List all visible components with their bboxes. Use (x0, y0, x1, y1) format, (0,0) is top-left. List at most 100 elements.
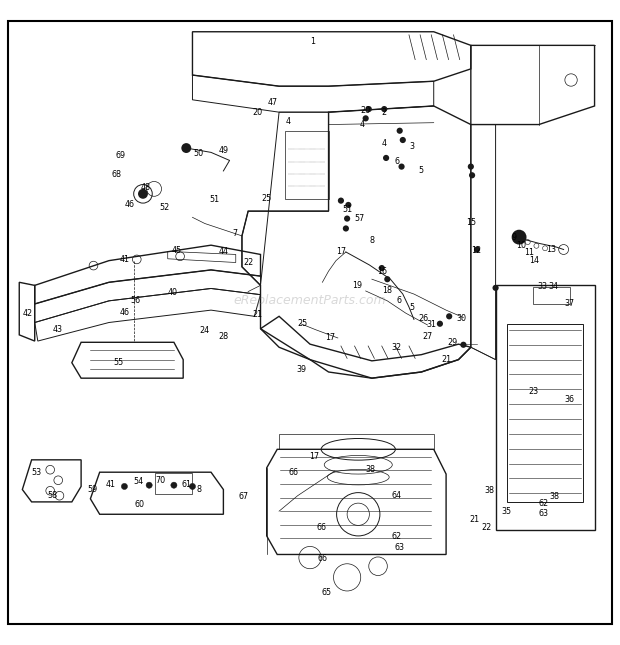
Text: 13: 13 (546, 245, 556, 254)
Text: 16: 16 (378, 267, 388, 276)
Circle shape (138, 189, 148, 199)
Text: 23: 23 (529, 387, 539, 396)
Text: 8: 8 (370, 235, 374, 244)
Circle shape (366, 106, 372, 112)
Text: 61: 61 (181, 480, 192, 489)
Circle shape (344, 215, 350, 222)
Text: 29: 29 (447, 338, 458, 347)
Text: 6: 6 (394, 157, 399, 166)
Circle shape (379, 265, 385, 271)
Circle shape (345, 202, 352, 208)
Text: 22: 22 (243, 258, 253, 267)
Text: 4: 4 (382, 139, 387, 148)
Circle shape (384, 276, 391, 283)
Text: 67: 67 (239, 492, 249, 501)
Text: 21: 21 (469, 515, 480, 524)
Text: 26: 26 (418, 314, 429, 323)
Text: 25: 25 (262, 194, 272, 203)
Circle shape (383, 155, 389, 161)
Text: 21: 21 (252, 310, 262, 319)
Text: 2: 2 (382, 108, 387, 117)
Text: 28: 28 (218, 332, 228, 341)
Text: 36: 36 (565, 395, 575, 404)
Text: 18: 18 (383, 286, 392, 295)
Text: 66: 66 (316, 523, 326, 532)
Text: 63: 63 (395, 543, 405, 552)
Text: 34: 34 (548, 282, 558, 291)
Text: 38: 38 (484, 486, 494, 495)
Circle shape (381, 106, 388, 112)
Text: 46: 46 (125, 201, 135, 210)
Text: 60: 60 (135, 501, 145, 510)
Text: 52: 52 (159, 203, 170, 212)
Text: eReplacementParts.com: eReplacementParts.com (234, 294, 386, 308)
Text: 4: 4 (286, 117, 291, 126)
Circle shape (181, 143, 191, 153)
Text: 55: 55 (113, 357, 123, 366)
Text: 19: 19 (353, 281, 363, 290)
Text: 49: 49 (218, 146, 228, 155)
Text: 20: 20 (252, 108, 262, 117)
Circle shape (492, 284, 498, 291)
Text: 20: 20 (361, 106, 371, 115)
Text: 56: 56 (130, 295, 141, 304)
Circle shape (512, 230, 526, 244)
Text: 37: 37 (565, 299, 575, 308)
Text: 65: 65 (322, 588, 332, 597)
Circle shape (437, 321, 443, 327)
Text: 45: 45 (172, 246, 182, 255)
Circle shape (460, 342, 466, 348)
Text: 70: 70 (155, 477, 166, 486)
Text: 14: 14 (529, 255, 539, 264)
Circle shape (469, 172, 475, 179)
Circle shape (474, 246, 480, 253)
Text: 53: 53 (32, 468, 42, 477)
Text: 40: 40 (167, 288, 178, 297)
Text: 3: 3 (410, 142, 415, 151)
Text: 8: 8 (196, 485, 201, 494)
Text: 50: 50 (193, 149, 204, 158)
Text: 48: 48 (141, 183, 151, 192)
Text: 38: 38 (366, 464, 376, 473)
Text: 39: 39 (297, 365, 307, 374)
Text: 62: 62 (392, 532, 402, 541)
Text: 27: 27 (422, 332, 433, 341)
Text: 32: 32 (392, 342, 402, 352)
Text: 62: 62 (538, 499, 548, 508)
Text: 5: 5 (409, 303, 415, 312)
Text: 64: 64 (392, 491, 402, 501)
Text: 6: 6 (397, 295, 402, 304)
Circle shape (363, 115, 369, 121)
Text: 10: 10 (516, 241, 526, 250)
Text: 66: 66 (317, 554, 327, 563)
Text: 7: 7 (232, 229, 237, 238)
Text: 12: 12 (471, 246, 481, 255)
Text: 21: 21 (441, 355, 451, 364)
Text: 25: 25 (298, 319, 308, 328)
Text: 4: 4 (360, 120, 365, 129)
Text: 69: 69 (115, 151, 125, 160)
Circle shape (467, 164, 474, 170)
Text: 17: 17 (336, 248, 346, 257)
Circle shape (343, 225, 349, 232)
Text: 1: 1 (311, 37, 316, 46)
Text: 51: 51 (209, 195, 219, 204)
Text: 24: 24 (200, 326, 210, 335)
Circle shape (122, 483, 128, 490)
Text: 33: 33 (537, 282, 547, 291)
Circle shape (171, 482, 177, 488)
Circle shape (338, 197, 344, 204)
Text: 57: 57 (355, 214, 365, 223)
Text: 11: 11 (525, 248, 534, 257)
Text: 47: 47 (268, 99, 278, 108)
Text: 43: 43 (53, 325, 63, 334)
Text: 15: 15 (466, 218, 476, 227)
Text: 66: 66 (288, 468, 298, 477)
Circle shape (399, 164, 405, 170)
Text: 59: 59 (87, 485, 97, 494)
Text: 63: 63 (538, 508, 548, 517)
Text: 35: 35 (502, 508, 512, 516)
Text: 31: 31 (427, 321, 437, 330)
Text: 58: 58 (47, 491, 57, 501)
Circle shape (189, 483, 195, 490)
